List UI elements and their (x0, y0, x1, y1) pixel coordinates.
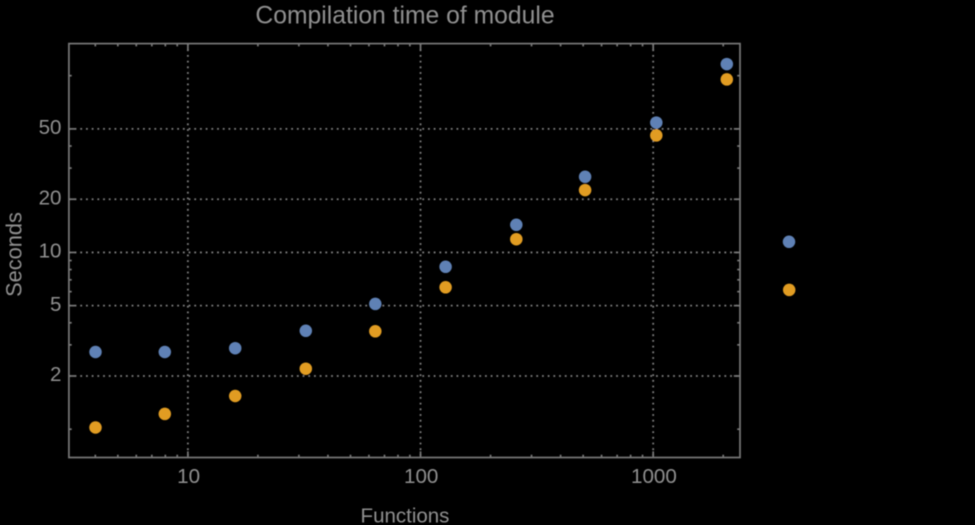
svg-text:1000: 1000 (631, 465, 677, 488)
svg-text:20: 20 (39, 186, 62, 209)
svg-text:10: 10 (39, 240, 62, 263)
svg-text:Seconds: Seconds (2, 212, 27, 297)
svg-text:2: 2 (50, 363, 61, 386)
svg-text:5: 5 (50, 293, 61, 316)
svg-text:Compilation time of module: Compilation time of module (255, 2, 554, 29)
svg-text:10: 10 (177, 465, 200, 488)
svg-text:100: 100 (404, 465, 438, 488)
svg-text:50: 50 (39, 116, 62, 139)
svg-text:Functions: Functions (361, 505, 450, 525)
